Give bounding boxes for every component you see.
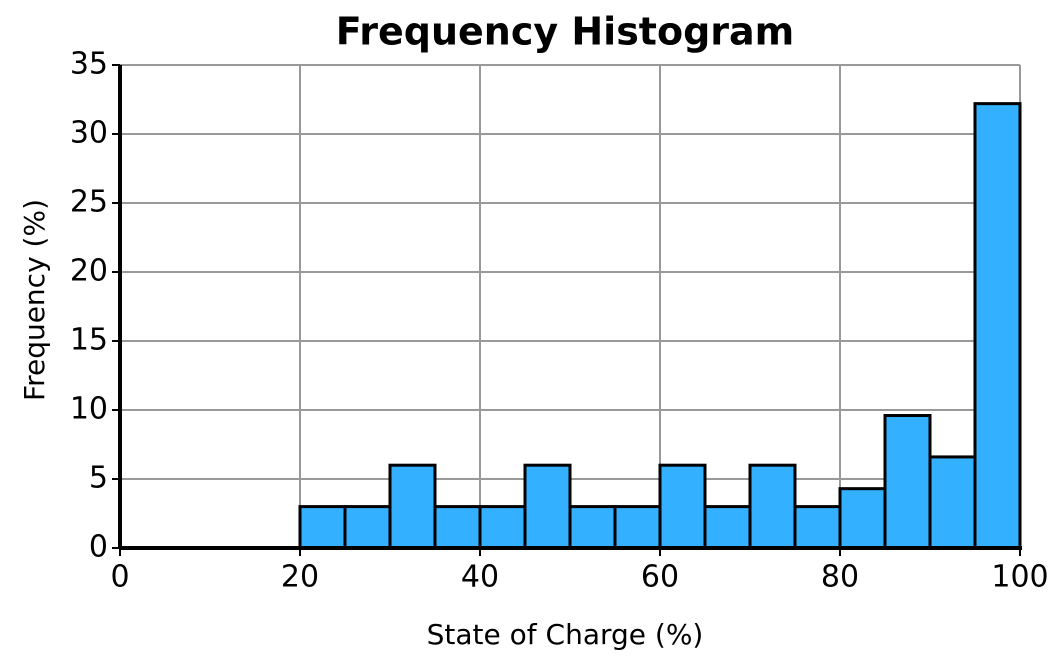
bar [928, 455, 977, 550]
chart-title: Frequency Histogram [336, 10, 795, 54]
y-tick-label: 20 [70, 254, 108, 289]
y-tick-label: 30 [70, 116, 108, 151]
bar [523, 463, 572, 550]
x-tick-label: 20 [281, 560, 319, 595]
x-tick-label: 40 [461, 560, 499, 595]
y-tick-label: 10 [70, 392, 108, 427]
bar [388, 463, 437, 550]
x-tick-label: 0 [110, 560, 129, 595]
bar [343, 505, 392, 550]
bar [478, 505, 527, 550]
bar [613, 505, 662, 550]
y-tick-label: 0 [89, 530, 108, 565]
bar [883, 414, 932, 550]
x-tick-label: 80 [821, 560, 859, 595]
x-tick-label: 60 [641, 560, 679, 595]
x-tick-label: 100 [991, 560, 1048, 595]
bar [838, 487, 887, 550]
x-axis-label: State of Charge (%) [427, 618, 704, 651]
bar [433, 505, 482, 550]
bar [973, 102, 1022, 550]
bar [568, 505, 617, 550]
bar [658, 463, 707, 550]
y-tick-label: 15 [70, 323, 108, 358]
y-axis-label: Frequency (%) [18, 199, 51, 401]
bar [793, 505, 842, 550]
y-tick-label: 5 [89, 461, 108, 496]
y-tick-label: 35 [70, 47, 108, 82]
bar [703, 505, 752, 550]
y-tick-label: 25 [70, 185, 108, 220]
bar [298, 505, 347, 550]
bar [748, 463, 797, 550]
